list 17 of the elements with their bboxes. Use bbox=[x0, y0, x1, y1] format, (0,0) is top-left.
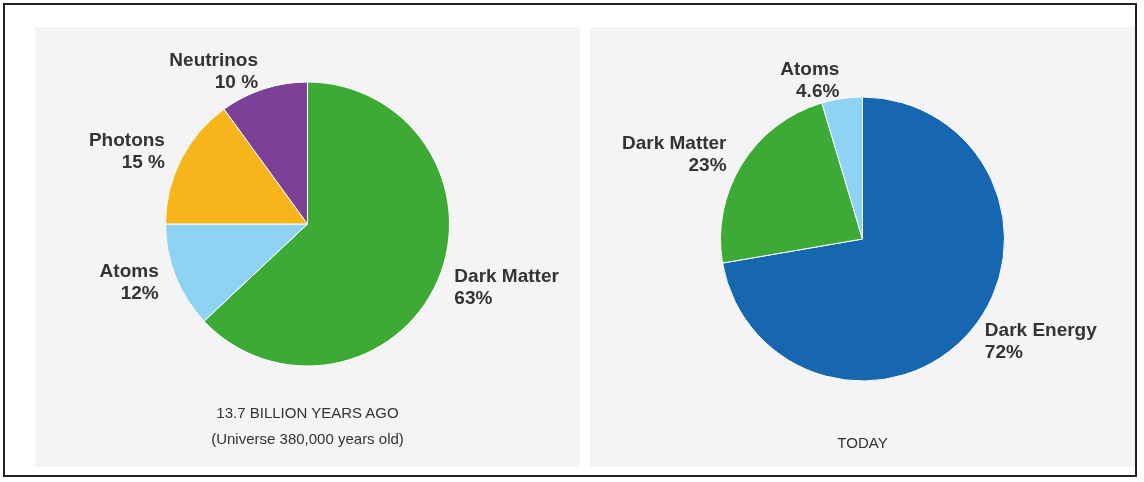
slice-label: Dark Energy bbox=[984, 319, 1098, 341]
slice-label: Atoms bbox=[99, 260, 159, 282]
data-label: 12% bbox=[120, 282, 159, 304]
data-label: 4.6% bbox=[796, 79, 840, 101]
text: 13.7 BILLION YEARS AGO bbox=[216, 404, 399, 422]
data-label: 23% bbox=[688, 153, 727, 175]
text: TODAY bbox=[837, 434, 888, 452]
slice-label: Dark Matter bbox=[621, 131, 728, 153]
data-label: 15 % bbox=[121, 150, 166, 172]
slice-label: Photons bbox=[88, 128, 165, 150]
text: (Universe 380,000 years old) bbox=[211, 430, 404, 448]
data-label: 10 % bbox=[214, 71, 259, 93]
slice-label: Dark Matter bbox=[454, 264, 560, 286]
slice-label: Atoms bbox=[780, 57, 840, 79]
data-label: 63% bbox=[454, 286, 493, 308]
data-label: 72% bbox=[984, 341, 1023, 363]
slice-label: Neutrinos bbox=[169, 49, 259, 71]
